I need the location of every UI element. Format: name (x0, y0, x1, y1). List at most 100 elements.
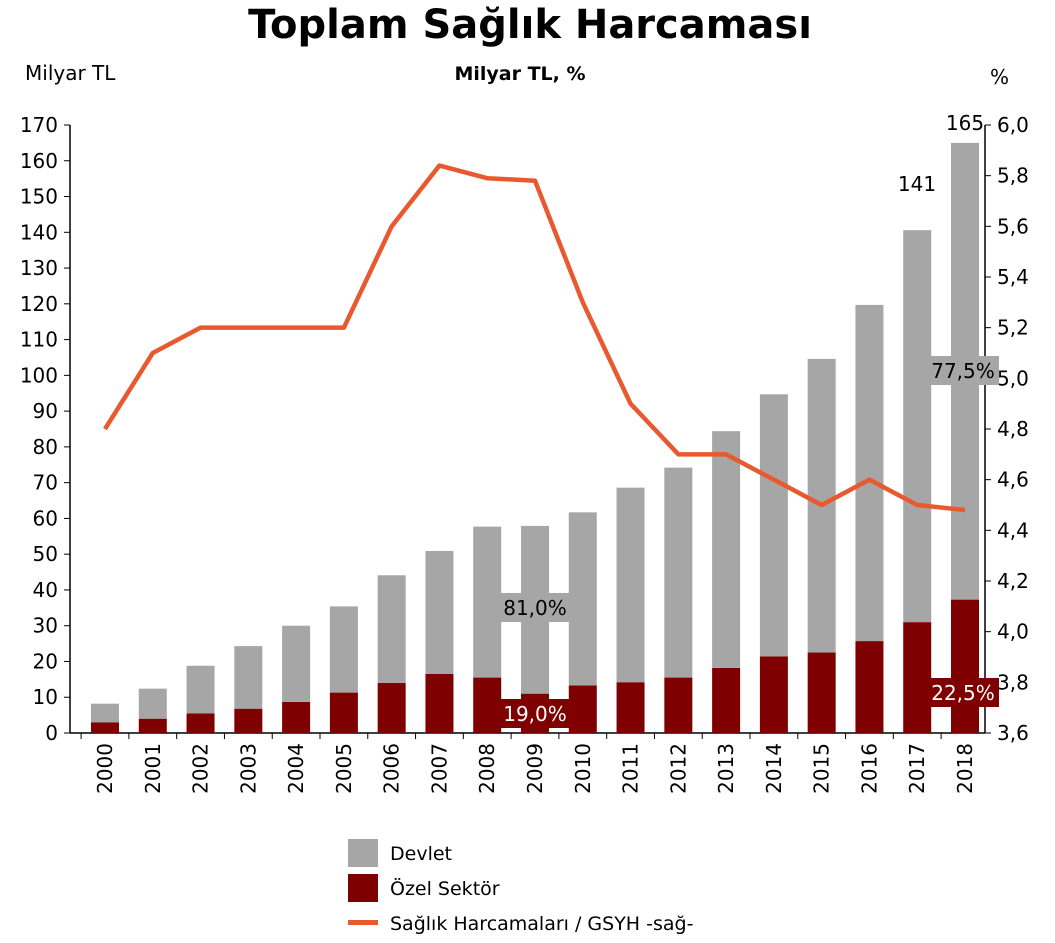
x-tick-label: 2005 (332, 743, 356, 794)
bar (951, 599, 979, 733)
annotation: 19,0% (503, 702, 567, 726)
bar (425, 550, 454, 674)
bar (473, 677, 502, 733)
y-tick-label: 0 (45, 721, 58, 745)
x-tick-label: 2003 (236, 743, 260, 794)
annotation-bg (927, 356, 999, 385)
bar (186, 713, 215, 733)
y-axis-label: Milyar TL (25, 61, 116, 85)
y-tick-label: 150 (20, 185, 58, 209)
y2-tick-label: 4,8 (997, 417, 1029, 441)
bar (138, 718, 167, 733)
legend-swatch (348, 839, 378, 867)
y2-tick-label: 5,4 (997, 265, 1029, 289)
annotation-bg (499, 593, 571, 622)
bar (138, 688, 167, 719)
y-tick-label: 90 (33, 399, 58, 423)
legend-swatch (348, 920, 378, 925)
chart-title: Toplam Sağlık Harcaması (248, 2, 812, 48)
annotation-bg (927, 678, 999, 707)
bar (329, 606, 358, 693)
bar (186, 665, 215, 714)
bar (903, 230, 932, 623)
y2-tick-label: 5,2 (997, 316, 1029, 340)
line (103, 163, 966, 513)
x-tick-label: 2009 (523, 743, 547, 794)
bar (282, 701, 311, 733)
y-tick-label: 100 (20, 363, 58, 387)
bar (855, 304, 884, 642)
y-tick-label: 120 (20, 292, 58, 316)
x-tick-label: 2000 (93, 743, 117, 794)
y2-tick-label: 5,0 (997, 366, 1029, 390)
annotation-bg (499, 699, 571, 728)
x-tick-label: 2011 (619, 743, 643, 794)
x-tick-label: 2017 (905, 743, 929, 794)
x-tick-label: 2010 (571, 743, 595, 794)
y-tick-label: 170 (20, 113, 58, 137)
y2-axis-label: % (990, 65, 1009, 89)
annotation: 81,0% (503, 596, 567, 620)
legend-label: Devlet (390, 843, 452, 865)
bar (568, 512, 597, 686)
bar (377, 682, 406, 733)
legend-swatch (348, 874, 378, 902)
bar (759, 394, 788, 657)
x-tick-label: 2007 (427, 743, 451, 794)
annotation: 141 (898, 172, 936, 196)
legend-label: Sağlık Harcamaları / GSYH -sağ- (390, 913, 693, 935)
y-tick-label: 130 (20, 256, 58, 280)
annotation: 22,5% (931, 681, 995, 705)
x-tick-label: 2012 (666, 743, 690, 794)
y-tick-label: 30 (33, 614, 58, 638)
bar (903, 622, 932, 733)
y2-tick-label: 5,6 (997, 214, 1029, 238)
chart-subtitle: Milyar TL, % (454, 63, 585, 85)
y-tick-label: 10 (33, 685, 58, 709)
x-tick-label: 2016 (857, 743, 881, 794)
bar (664, 677, 693, 733)
bar (712, 431, 741, 668)
annotation: 77,5% (931, 359, 995, 383)
bar (377, 575, 406, 683)
bar (664, 467, 693, 678)
y2-tick-label: 3,8 (997, 670, 1029, 694)
bar (807, 652, 836, 733)
y2-tick-label: 3,6 (997, 721, 1029, 745)
bar (712, 667, 741, 733)
y-tick-label: 20 (33, 649, 58, 673)
bar (855, 641, 884, 733)
y-tick-label: 50 (33, 542, 58, 566)
bar (234, 646, 263, 709)
y2-tick-label: 4,0 (997, 620, 1029, 644)
x-tick-label: 2004 (284, 743, 308, 794)
y-tick-label: 110 (20, 328, 58, 352)
x-tick-label: 2001 (141, 743, 165, 794)
bar (329, 692, 358, 733)
bar (473, 526, 502, 678)
x-tick-label: 2002 (189, 743, 213, 794)
y2-tick-label: 4,6 (997, 468, 1029, 492)
legend-label: Özel Sektör (390, 877, 500, 900)
y2-tick-label: 4,2 (997, 569, 1029, 593)
bar (282, 625, 311, 702)
x-tick-label: 2014 (762, 743, 786, 794)
bar (568, 685, 597, 733)
x-tick-label: 2013 (714, 743, 738, 794)
x-tick-label: 2008 (475, 743, 499, 794)
bar (616, 682, 645, 733)
x-tick-label: 2018 (953, 743, 977, 794)
x-tick-label: 2006 (380, 743, 404, 794)
bar (616, 487, 645, 683)
bar (759, 656, 788, 733)
bar (234, 708, 263, 733)
annotation: 165 (946, 111, 984, 135)
y2-tick-label: 5,8 (997, 164, 1029, 188)
y-tick-label: 80 (33, 435, 58, 459)
y2-tick-label: 4,4 (997, 518, 1029, 542)
bar (91, 722, 119, 733)
y-tick-label: 60 (33, 506, 58, 530)
y-tick-label: 40 (33, 578, 58, 602)
y-tick-label: 140 (20, 220, 58, 244)
